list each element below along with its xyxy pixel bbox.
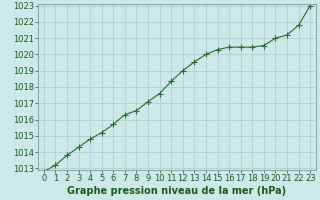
X-axis label: Graphe pression niveau de la mer (hPa): Graphe pression niveau de la mer (hPa)	[68, 186, 287, 196]
